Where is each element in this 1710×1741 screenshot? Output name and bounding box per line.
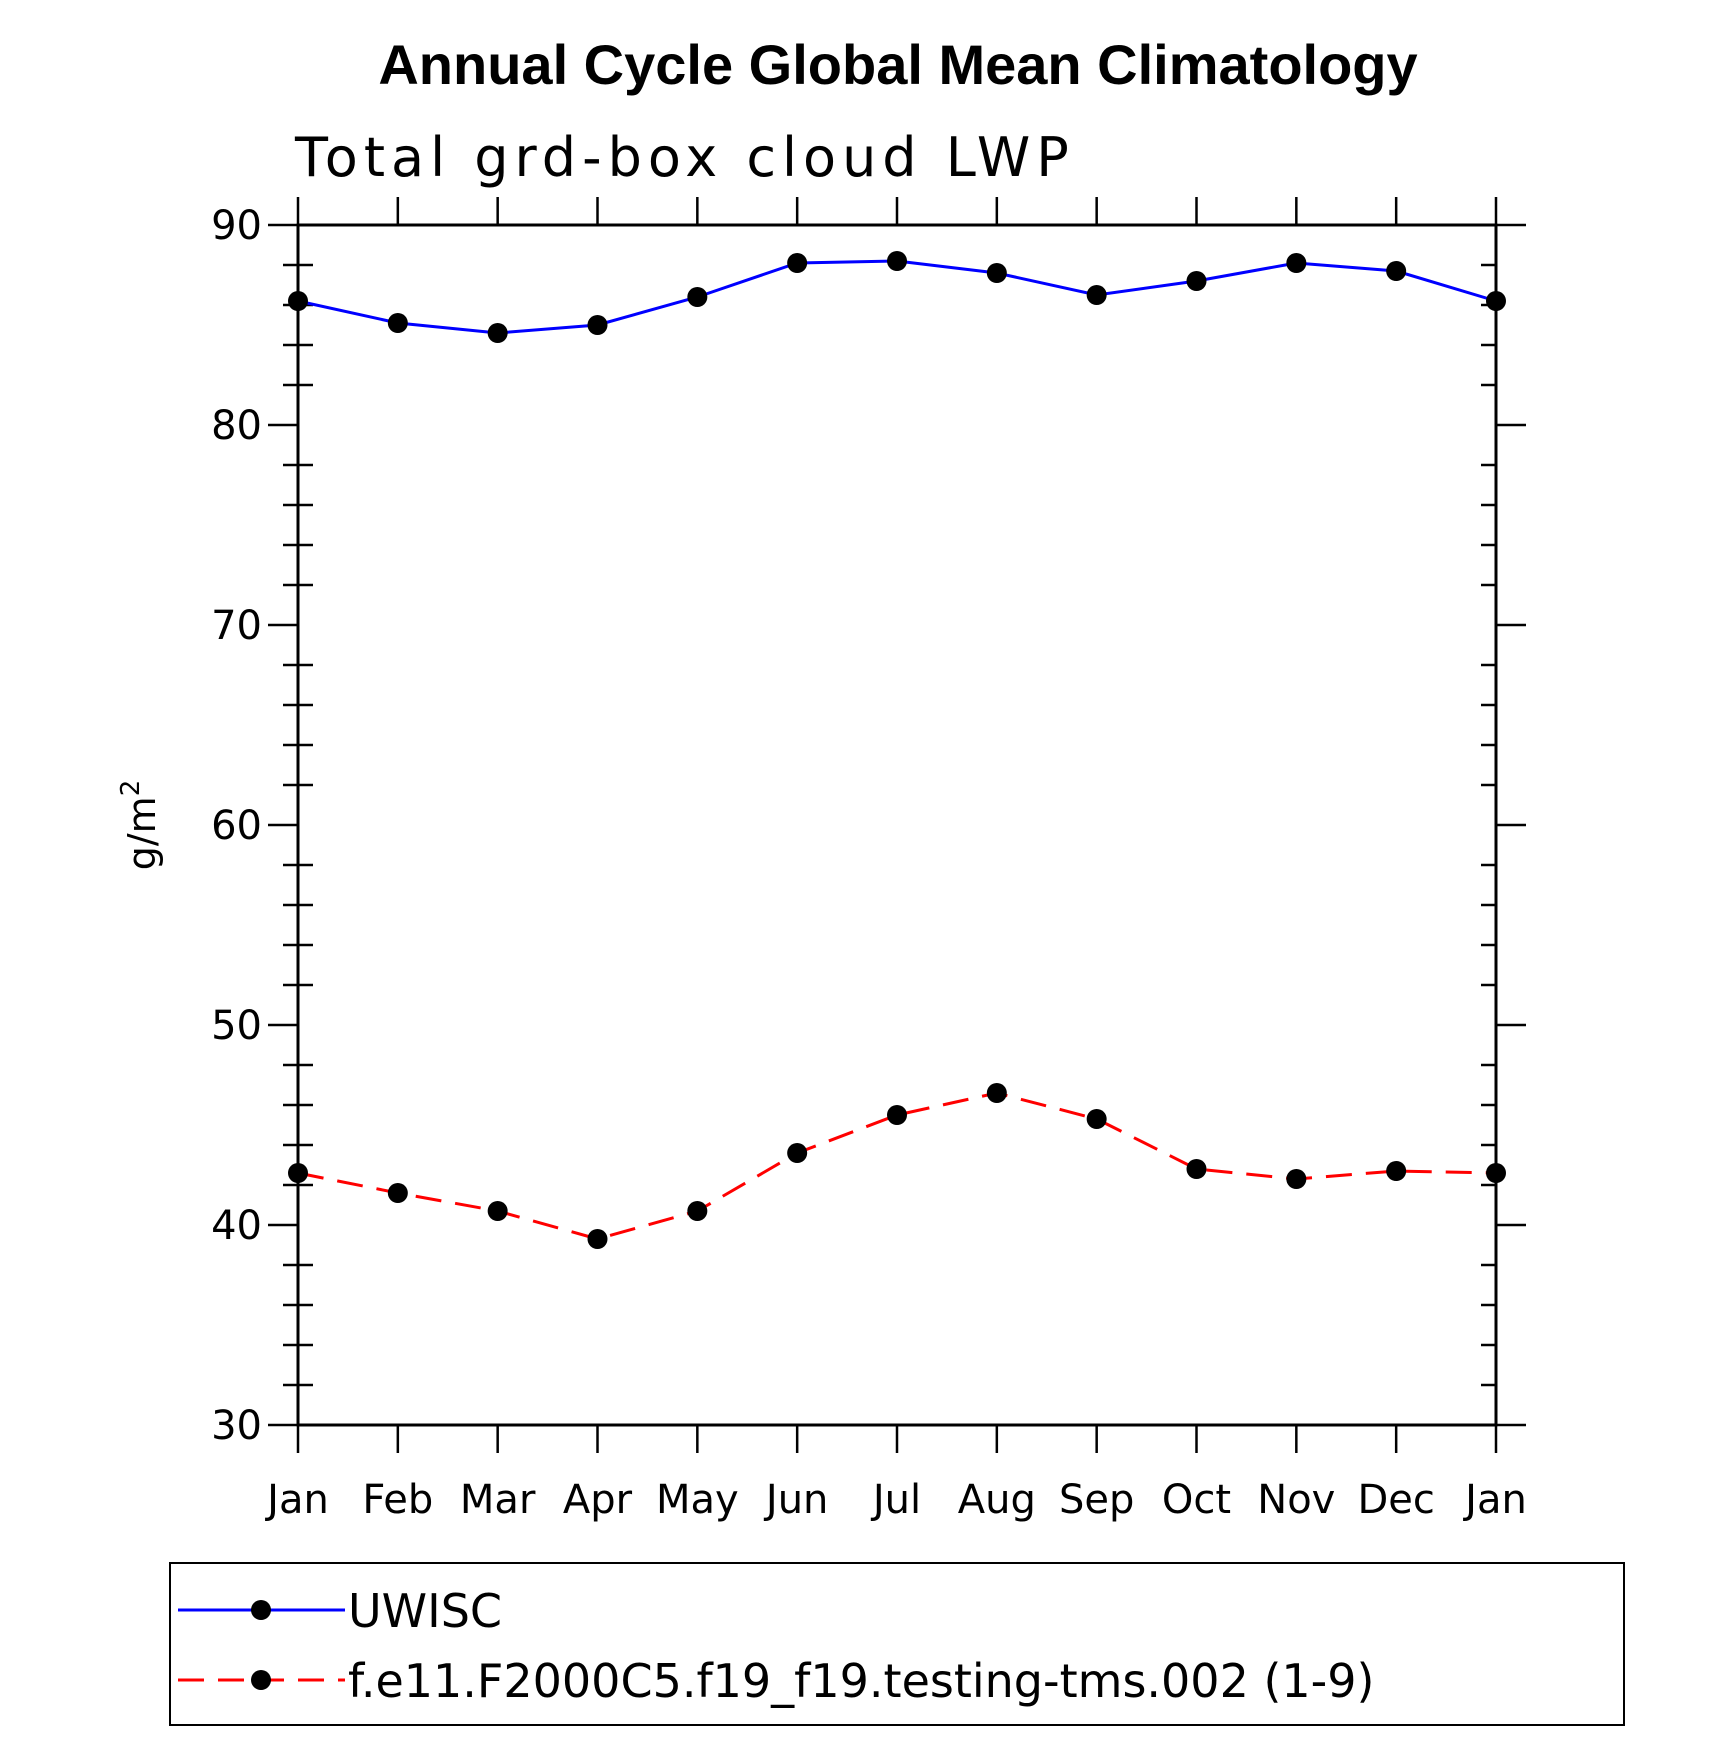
data-point [1286,1169,1307,1189]
y-tick-label: 30 [211,1403,262,1449]
x-tick-label: Jan [1462,1477,1527,1523]
chart-subtitle: Total grd-box cloud LWP [294,126,1075,189]
data-point [1486,291,1506,311]
x-tick-label: Nov [1257,1477,1335,1523]
legend: UWISC f.e11.F2000C5.f19_f19.testing-tms.0… [169,1562,1625,1726]
data-point [1086,1109,1107,1129]
series-line-1 [297,259,1497,335]
data-point [587,1229,608,1249]
chart-title: Annual Cycle Global Mean Climatology [378,33,1417,96]
x-tick-label: Oct [1162,1477,1231,1523]
y-tick-label: 70 [211,603,262,649]
plot-frame [296,223,1498,1427]
legend-marker [251,1600,271,1620]
data-point [787,253,808,273]
data-point [1086,285,1107,305]
data-point [986,263,1007,283]
data-point [387,313,408,333]
data-point [1186,1159,1207,1179]
data-point [687,1201,708,1221]
x-tick-label: Feb [362,1477,433,1523]
data-point [1486,1163,1506,1183]
x-tick-label: Aug [958,1477,1036,1523]
legend-box [169,1562,1625,1726]
data-point [687,287,708,307]
x-tick-label: Apr [563,1477,633,1523]
x-tick-label: Sep [1059,1477,1134,1523]
y-axis-label-superscript: 2 [116,780,146,797]
legend-label-2: f.e11.F2000C5.f19_f19.testing-tms.002 (1… [348,1654,1375,1708]
data-point [1386,1161,1407,1181]
y-tick-label: 90 [211,203,262,249]
data-point [887,1105,907,1125]
y-axis-label-text: g/m [120,796,164,870]
x-tick-label: Mar [460,1477,536,1523]
data-point [487,323,508,343]
series-layer [288,251,1506,1249]
data-point [1286,253,1307,273]
data-point [288,1163,308,1183]
y-tick-label: 60 [211,803,262,849]
data-point [986,1083,1007,1103]
legend-marker [251,1670,271,1690]
y-tick-label: 50 [211,1003,262,1049]
x-tick-label: May [656,1477,739,1523]
data-point [1186,271,1207,291]
data-point [587,315,608,335]
y-tick-label: 80 [211,403,262,449]
data-point [288,291,308,311]
svg-text:g/m2: g/m2 [116,780,164,871]
data-point [487,1201,508,1221]
x-tick-label: Jun [763,1477,829,1523]
data-point [1386,261,1407,281]
y-tick-label: 40 [211,1203,262,1249]
x-tick-label: Jan [264,1477,329,1523]
axes: 30 40 50 60 70 80 90 Jan Feb Mar Apr May Jun Jul Aug Se… [211,197,1527,1523]
x-tick-label: Jul [870,1477,921,1523]
data-point [787,1143,808,1163]
data-point [887,251,907,271]
x-tick-label: Dec [1357,1477,1434,1523]
y-axis-label: g/m2 [116,780,164,871]
data-point [387,1183,408,1203]
legend-label-1: UWISC [348,1584,502,1638]
